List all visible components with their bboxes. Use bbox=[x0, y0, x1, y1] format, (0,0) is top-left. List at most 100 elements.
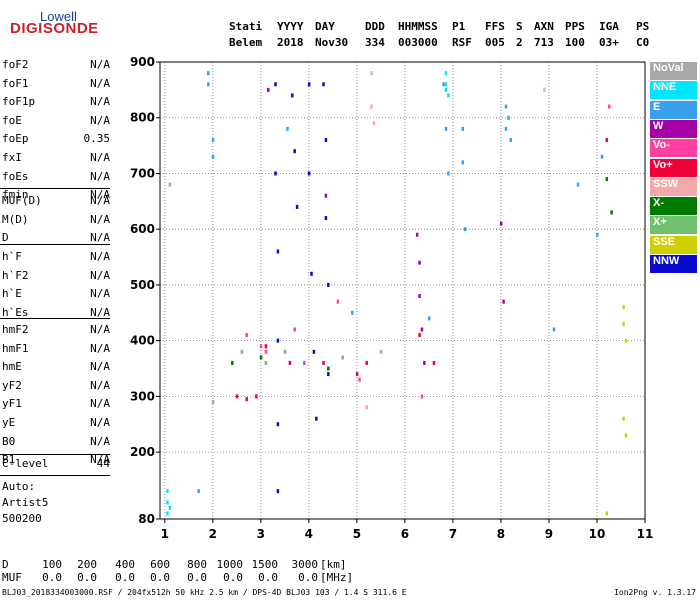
legend-item-noval: NoVal bbox=[650, 62, 697, 80]
data-point-nnw bbox=[307, 82, 311, 87]
param-row: hmF1 N/A bbox=[2, 341, 110, 357]
param-row: foF1 N/A bbox=[2, 76, 110, 92]
data-point-e bbox=[504, 104, 508, 109]
data-point-xminus bbox=[259, 355, 263, 360]
data-point-e bbox=[447, 171, 450, 176]
data-point-nnw bbox=[295, 204, 299, 209]
header-label: YYYY bbox=[277, 20, 304, 33]
x-tick-label: 1 bbox=[161, 527, 169, 541]
footer-info: BLJ03_2018334003000.RSF / 204fx512h 50 k… bbox=[2, 588, 407, 597]
param-name: fmin bbox=[2, 188, 29, 202]
param-name: hmE bbox=[2, 360, 22, 374]
header-label: HHMMSS bbox=[398, 20, 438, 33]
data-point-nnw bbox=[293, 149, 296, 154]
param-name: yF2 bbox=[2, 378, 22, 392]
data-point-sse bbox=[624, 433, 628, 438]
table-cell: 100 bbox=[42, 558, 62, 571]
table-cell: 1000 bbox=[216, 558, 244, 571]
legend-item-voplus: Vo+ bbox=[650, 158, 697, 177]
data-point-vominus bbox=[358, 377, 361, 382]
data-point-voplus bbox=[255, 394, 258, 399]
y-tick-label: 900 bbox=[130, 55, 155, 69]
param-name: foF1p bbox=[2, 95, 36, 109]
param-value: N/A bbox=[90, 434, 110, 448]
table-unit: [MHz] bbox=[320, 571, 354, 584]
data-point-nnw bbox=[276, 338, 280, 343]
data-point-w bbox=[267, 87, 270, 92]
data-point-nnw bbox=[274, 82, 277, 87]
legend-item-vominus: Vo- bbox=[650, 139, 697, 158]
param-row: foF1p N/A bbox=[2, 94, 110, 110]
header-label: DDD bbox=[365, 20, 385, 33]
data-point-xminus bbox=[605, 177, 609, 182]
data-point-sse bbox=[624, 338, 628, 343]
legend-item-xplus: X+ bbox=[650, 216, 697, 235]
legend-item-xminus: X- bbox=[650, 197, 697, 216]
data-point-sse bbox=[622, 416, 625, 421]
legend-item-ssw: SSW bbox=[650, 177, 697, 196]
table-row-label: MUF bbox=[2, 571, 22, 584]
param-row: foEp 0.35 bbox=[2, 131, 110, 147]
data-point-w bbox=[418, 260, 421, 265]
param-row: h`F N/A bbox=[2, 249, 110, 265]
header-value: Belem bbox=[229, 36, 263, 49]
data-point-ssw bbox=[370, 71, 373, 76]
param-name: yE bbox=[2, 416, 16, 429]
data-point-e bbox=[211, 154, 215, 159]
data-point-vominus bbox=[303, 360, 306, 365]
param-row: M(D) N/A bbox=[2, 212, 110, 228]
data-point-xplus bbox=[341, 355, 344, 360]
data-point-e bbox=[351, 310, 354, 315]
param-value: N/A bbox=[90, 360, 110, 374]
legend-item-nne: NNE bbox=[650, 81, 697, 100]
data-point-ssw bbox=[372, 121, 376, 126]
header-label: PPS bbox=[565, 20, 585, 33]
data-point-nne bbox=[166, 511, 169, 516]
data-point-nne bbox=[168, 505, 172, 510]
header-value: Nov30 bbox=[315, 36, 349, 49]
data-point-voplus bbox=[235, 394, 239, 399]
data-point-vominus bbox=[336, 299, 340, 304]
data-point-w bbox=[415, 232, 419, 237]
data-point-w bbox=[423, 360, 426, 365]
x-tick-label: 6 bbox=[401, 527, 409, 541]
header-label: FFS bbox=[485, 20, 505, 33]
header-value: 2018 bbox=[277, 36, 304, 49]
param-value: N/A bbox=[90, 341, 110, 355]
param-name: foE bbox=[2, 113, 22, 127]
y-tick-label: 800 bbox=[130, 111, 155, 125]
param-name: B0 bbox=[2, 434, 16, 448]
data-point-w bbox=[418, 294, 421, 299]
param-value: N/A bbox=[90, 453, 110, 467]
x-tick-label: 3 bbox=[257, 527, 265, 541]
data-point-e bbox=[286, 126, 289, 131]
param-value: N/A bbox=[90, 58, 110, 71]
table-cell: 0.0 bbox=[42, 571, 62, 584]
x-tick-label: 7 bbox=[449, 527, 457, 541]
param-name: foEp bbox=[2, 132, 29, 146]
data-point-vominus bbox=[259, 344, 263, 349]
data-point-sse bbox=[605, 511, 609, 516]
data-point-ssw bbox=[543, 87, 546, 92]
table-cell: 0.0 bbox=[77, 571, 97, 584]
param-value: N/A bbox=[90, 397, 110, 411]
header-label: Stati bbox=[229, 20, 263, 33]
table-cell: 0.0 bbox=[223, 571, 243, 584]
param-row: MUF(D) N/A bbox=[2, 193, 110, 209]
param-row: yE N/A bbox=[2, 415, 110, 431]
separator bbox=[0, 454, 110, 455]
table-row-label: D bbox=[2, 558, 9, 571]
data-point-e bbox=[442, 82, 445, 87]
data-point-voplus bbox=[432, 360, 436, 365]
param-name: fxI bbox=[2, 151, 22, 164]
param-value: N/A bbox=[90, 188, 110, 202]
param-name: B1 bbox=[2, 453, 16, 467]
param-row: h`F2 N/A bbox=[2, 268, 110, 284]
param-row: hmE N/A bbox=[2, 359, 110, 375]
param-row: h`Es N/A bbox=[2, 305, 110, 321]
data-point-e bbox=[463, 227, 467, 232]
data-point-xminus bbox=[327, 366, 330, 371]
param-row: fmin N/A bbox=[2, 187, 110, 203]
data-point-w bbox=[324, 193, 328, 198]
